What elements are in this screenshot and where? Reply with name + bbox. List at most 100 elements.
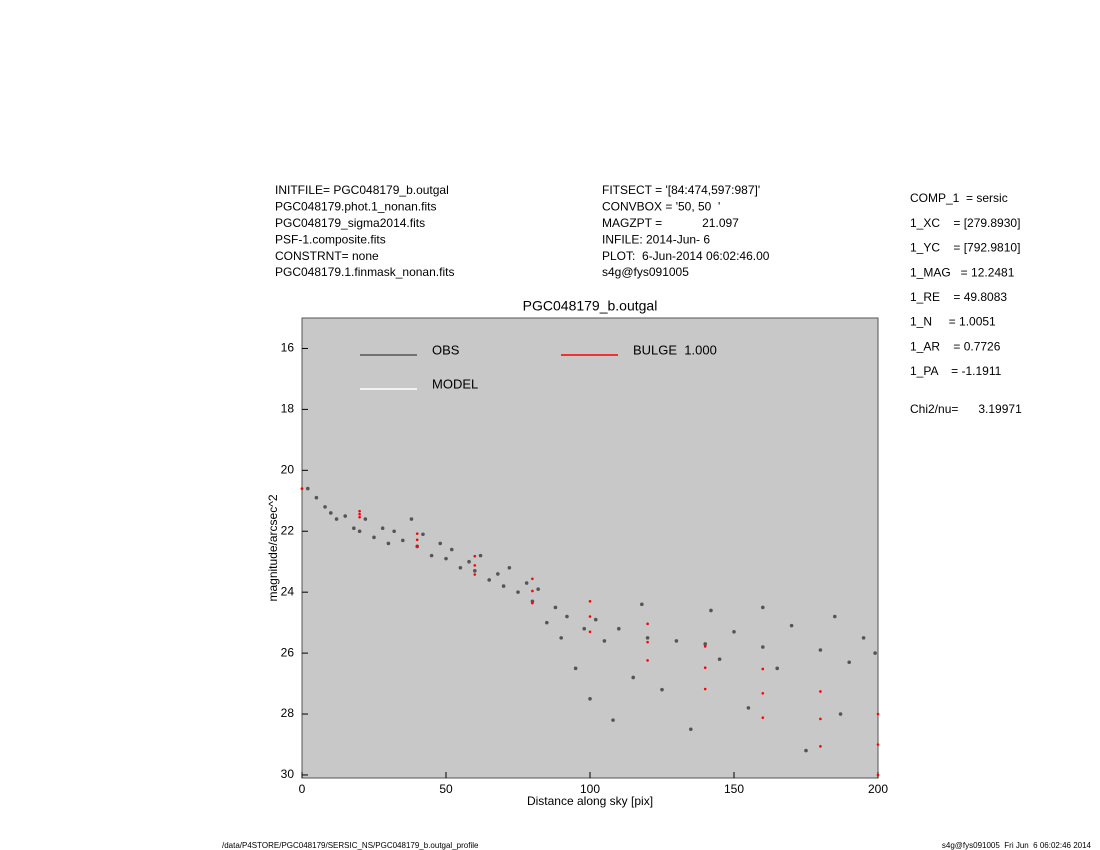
point [761,645,765,649]
point [409,517,414,521]
y-tick-label: 18 [281,402,295,416]
point [357,529,362,534]
point [352,526,356,530]
param-line: 1_PA = -1.1911 [910,364,1002,378]
x-axis-label: Distance along sky [pix] [527,794,653,808]
point [401,538,405,543]
point [588,600,592,603]
point [496,572,500,576]
point [631,675,635,680]
point [617,626,621,631]
point [386,541,391,546]
point [565,614,569,619]
legend-label: BULGE 1.000 [633,342,717,357]
point [732,629,736,634]
y-tick-label: 24 [281,584,295,598]
point [761,716,765,719]
point [588,696,592,701]
point [818,648,823,652]
point [392,529,396,534]
point [473,569,477,573]
y-tick-label: 22 [281,523,295,537]
param-line: COMP_1 = sersic [910,191,1008,205]
point [438,541,443,546]
point [833,614,837,619]
header-line: PGC048179_sigma2014.fits [275,216,425,230]
header-line: INITFILE= PGC048179_b.outgal [275,183,449,197]
param-line: 1_AR = 0.7726 [910,339,1001,353]
footer-right: s4g@fys091005 Fri Jun 6 06:02:46 2014 [942,841,1092,850]
x-tick-label: 50 [439,782,453,796]
point [703,687,707,691]
point [761,605,765,610]
point [861,636,866,640]
point [531,601,534,605]
footer-left: /data/P4STORE/PGC048179/SERSIC_NS/PGC048… [222,841,479,850]
chi2: Chi2/nu= 3.19971 [910,402,1022,416]
point [305,486,310,491]
point [545,620,549,625]
point [709,608,713,613]
point [467,559,471,564]
point [819,745,822,748]
point [789,623,794,628]
point [531,577,534,581]
point [588,630,592,634]
x-tick-label: 0 [299,782,306,796]
point [602,639,607,643]
param-line: 1_YC = [792.9810] [910,241,1020,255]
point [873,651,877,655]
point [524,581,529,585]
point [429,553,434,558]
point [553,605,558,610]
legend-label: MODEL [432,376,478,391]
point [746,706,751,710]
point [478,553,483,558]
header-line: CONSTRNT= none [275,249,379,263]
point [323,505,327,509]
point [876,712,880,716]
y-tick-label: 28 [281,706,295,720]
point [415,538,419,542]
point [646,622,649,626]
point [640,602,644,607]
point [611,718,615,722]
x-tick-label: 100 [580,782,600,796]
x-tick-label: 150 [724,782,744,796]
point [761,667,765,671]
point [300,487,304,490]
param-line: 1_RE = 49.8083 [910,290,1007,304]
point [415,532,419,535]
y-tick-label: 20 [281,462,295,476]
header-line: PSF-1.composite.fits [275,232,386,246]
point [847,660,851,665]
point [380,526,385,530]
point [819,717,822,721]
point [703,645,707,648]
point [358,515,361,519]
point [372,535,376,540]
point [804,748,808,753]
point [660,687,664,692]
header-line: CONVBOX = '50, 50 ' [602,200,720,214]
legend-label: OBS [432,342,460,357]
point [703,666,707,670]
point [645,636,650,640]
param-line: 1_XC = [279.8930] [910,216,1020,230]
header-line: INFILE: 2014-Jun- 6 [602,232,710,246]
point [358,512,361,516]
point [507,566,512,570]
x-tick-label: 200 [868,782,888,796]
point [775,666,779,671]
point [582,626,587,631]
header-line: PGC048179.phot.1_nonan.fits [275,200,436,214]
point [415,544,419,548]
point [334,517,339,521]
point [593,617,598,622]
point [329,511,333,515]
point [363,517,368,521]
point [876,743,880,746]
chart-title: PGC048179_b.outgal [523,298,658,314]
point [646,659,649,662]
